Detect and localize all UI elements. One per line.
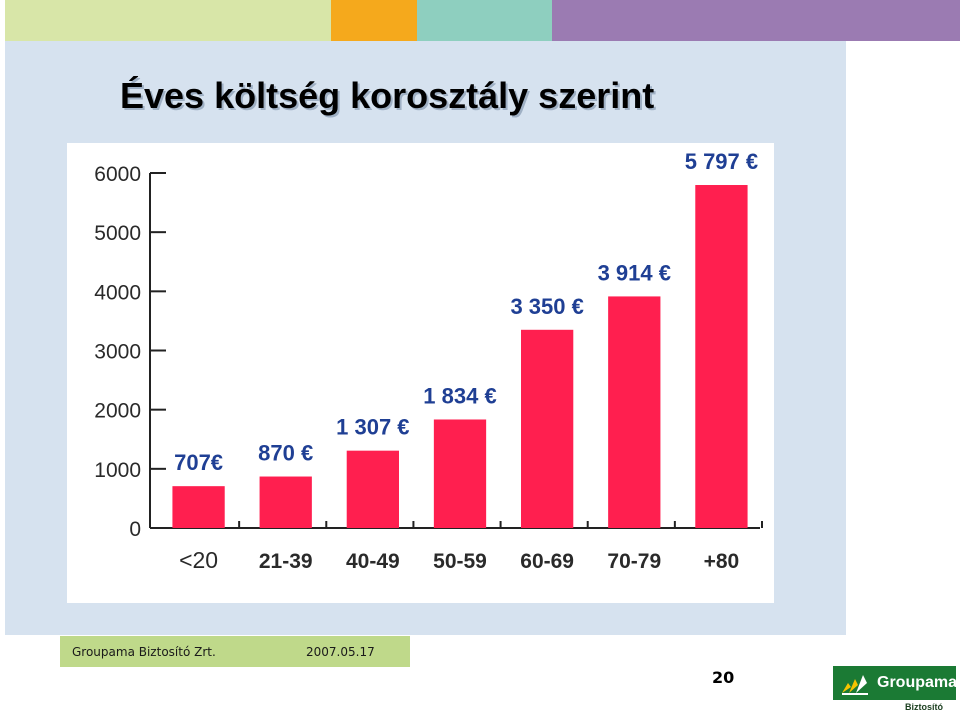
- bar-chart-svg: 0 1000 2000 3000 4000 5000 6000 707€ <20 870 € 21-…: [94, 149, 763, 573]
- y-tick-label: 1000: [94, 459, 141, 482]
- x-tick-label: 60-69: [520, 550, 574, 573]
- x-tick-label: <20: [179, 547, 218, 573]
- logo-subtitle: Biztosító: [905, 702, 943, 712]
- stripe-segment-green: [5, 0, 331, 41]
- y-tick-label: 5000: [94, 222, 141, 245]
- stripe-segment-purple: [552, 0, 960, 41]
- data-label: 3 914 €: [598, 260, 671, 285]
- bar: [172, 486, 225, 528]
- bar: [695, 185, 748, 528]
- y-tick-label: 0: [129, 518, 141, 541]
- x-tick-label: 21-39: [259, 550, 313, 573]
- slide-title: Éves költség korosztály szerint: [120, 75, 655, 116]
- bar: [433, 419, 487, 528]
- bar-chart: 0 1000 2000 3000 4000 5000 6000 707€ <20 870 € 21-…: [67, 143, 774, 603]
- leaf-icon: [842, 675, 868, 695]
- footer-date: 2007.05.17: [306, 645, 375, 659]
- data-label: 707€: [174, 450, 223, 475]
- footer-bar: [60, 636, 410, 667]
- y-tick-label: 4000: [94, 281, 141, 304]
- data-label: 5 797 €: [685, 149, 758, 174]
- bar: [608, 296, 661, 528]
- y-tick-label: 6000: [94, 163, 141, 186]
- logo-name: Groupama: [877, 674, 958, 691]
- x-tick-label: 40-49: [346, 550, 400, 573]
- stripe-segment-orange: [331, 0, 417, 41]
- data-label: 870 €: [258, 441, 313, 466]
- bar: [521, 329, 574, 528]
- page-number: 20: [712, 668, 735, 687]
- y-tick-label: 3000: [94, 341, 141, 364]
- stripe-segment-teal: [417, 0, 552, 41]
- data-label: 1 834 €: [423, 383, 496, 408]
- bar: [346, 450, 399, 528]
- x-tick-label: +80: [704, 550, 740, 573]
- y-tick-label: 2000: [94, 400, 141, 423]
- groupama-logo: Groupama Biztosító: [830, 665, 960, 716]
- top-color-stripe: [5, 0, 960, 41]
- x-tick-label: 50-59: [433, 550, 487, 573]
- footer-company: Groupama Biztosító Zrt.: [72, 645, 216, 659]
- data-label: 3 350 €: [510, 294, 583, 319]
- slide-title-shadow: Éves költség korosztály szerint: [122, 77, 657, 118]
- bar: [259, 476, 312, 528]
- x-tick-label: 70-79: [607, 550, 661, 573]
- data-label: 1 307 €: [336, 415, 409, 440]
